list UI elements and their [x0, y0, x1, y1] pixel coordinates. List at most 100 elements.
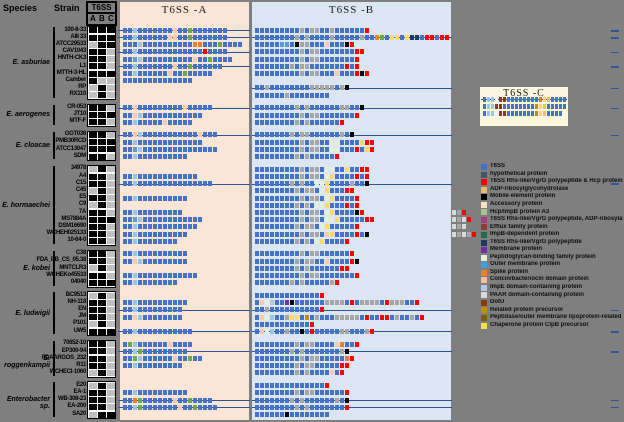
gene-box-a: [168, 307, 172, 313]
gene-box-c: [491, 97, 494, 102]
matrix-cell-a: [89, 56, 97, 63]
gene-box-a: [148, 35, 152, 40]
gene-box-a: [173, 251, 177, 257]
gene-box-a: [158, 71, 162, 76]
legend-label: DotU: [490, 299, 505, 306]
gene-box-b: [305, 363, 309, 369]
gene-box-b: [290, 356, 294, 361]
gene-box-a: [213, 35, 217, 40]
strain-label: JM: [78, 313, 86, 320]
gene-box-b: [285, 314, 289, 320]
species-label: Enterobacter sp.: [6, 396, 50, 411]
gene-box-c: [495, 111, 498, 116]
gene-box-b: [345, 173, 349, 179]
gene-box-a: [168, 42, 172, 48]
gene-box-a: [128, 195, 132, 201]
gene-box-b: [335, 49, 339, 55]
gene-box-b: [335, 105, 339, 111]
gene-box-b: [330, 209, 334, 215]
gene-box-b: [345, 356, 349, 361]
gene-box-a: [173, 280, 177, 286]
matrix-cell-a: [89, 70, 97, 77]
gene-box-b: [285, 390, 289, 396]
gene-box-a: [148, 348, 152, 354]
gene-box-a: [163, 341, 167, 347]
gene-box-b: [340, 348, 344, 354]
gene-box-b: [335, 181, 339, 187]
matrix-cell-b: [98, 258, 106, 265]
gene-box-b: [310, 280, 314, 286]
gene-box-a: [163, 238, 167, 244]
strain-label: L1: [79, 62, 87, 69]
gene-box-a: [173, 42, 177, 48]
gene-box-a: [143, 146, 147, 152]
gene-box-b: [285, 348, 289, 354]
gene-box-b: [355, 139, 359, 145]
gene-box-b: [275, 224, 279, 230]
gene-box-a: [153, 314, 157, 320]
gene-box-b: [270, 292, 274, 298]
gene-box-b: [370, 314, 374, 320]
gene-box-b: [360, 173, 364, 179]
gene-box-c: [511, 111, 514, 116]
gene-box-a: [143, 314, 147, 320]
gene-box-b: [340, 273, 344, 278]
gene-box-a: [208, 404, 212, 410]
gene-box-b: [300, 132, 304, 138]
gene-box-b: [320, 35, 324, 40]
gene-box-a: [173, 404, 177, 410]
cluster-continuation-dash: [611, 66, 619, 68]
gene-box-b: [335, 265, 339, 271]
gene-box-b: [255, 195, 259, 201]
matrix-cell-a: [89, 41, 97, 48]
gene-box-a: [198, 146, 202, 152]
gene-box-a: [168, 238, 172, 244]
gene-box-a: [168, 251, 172, 257]
gene-box-a: [143, 78, 147, 84]
gene-box-a: [123, 397, 127, 403]
gene-box-b: [345, 202, 349, 208]
gene-box-c: [539, 97, 542, 102]
gene-box-a: [153, 146, 157, 152]
gene-box-b: [350, 173, 354, 179]
gene-box-b: [315, 63, 319, 69]
gene-box-b: [325, 273, 329, 278]
gene-box-a: [143, 154, 147, 159]
gene-box-a: [188, 173, 192, 179]
gene-box-b: [305, 154, 309, 159]
gene-box-a: [123, 356, 127, 361]
gene-box-b: [270, 92, 274, 98]
gene-box-b: [360, 217, 364, 223]
gene-box-b: [330, 146, 334, 152]
gene-box-a: [228, 56, 232, 62]
gene-box-b: [300, 27, 304, 33]
gene-box-b: [265, 370, 269, 376]
species-divider: [53, 340, 55, 376]
gene-box-a: [173, 341, 177, 347]
gene-box-b: [285, 27, 289, 33]
gene-box-b: [330, 85, 334, 91]
gene-box-a: [148, 300, 152, 306]
gene-box-b: [270, 217, 274, 223]
gene-box-a: [123, 105, 127, 111]
gene-box-a: [138, 71, 142, 76]
gene-box-b: [330, 390, 334, 396]
cluster-line-a: [118, 309, 250, 311]
gene-box-b: [285, 231, 289, 237]
gene-box-b: [305, 195, 309, 201]
gene-box-b: [290, 173, 294, 179]
matrix-cell-b: [98, 63, 106, 70]
gene-box-b: [325, 85, 329, 91]
strain-label: RP: [78, 84, 86, 91]
gene-box-a: [158, 363, 162, 369]
gene-box-a: [143, 132, 147, 138]
gene-box-b: [260, 251, 264, 257]
gene-box-b: [350, 139, 354, 145]
gene-box-b: [300, 328, 304, 334]
gene-box-b: [385, 300, 389, 306]
gene-box-b: [285, 280, 289, 286]
matrix-cell-c: [107, 173, 115, 180]
gene-box-a: [178, 173, 182, 179]
gene-box-b: [335, 42, 339, 48]
gene-box-b: [265, 209, 269, 215]
